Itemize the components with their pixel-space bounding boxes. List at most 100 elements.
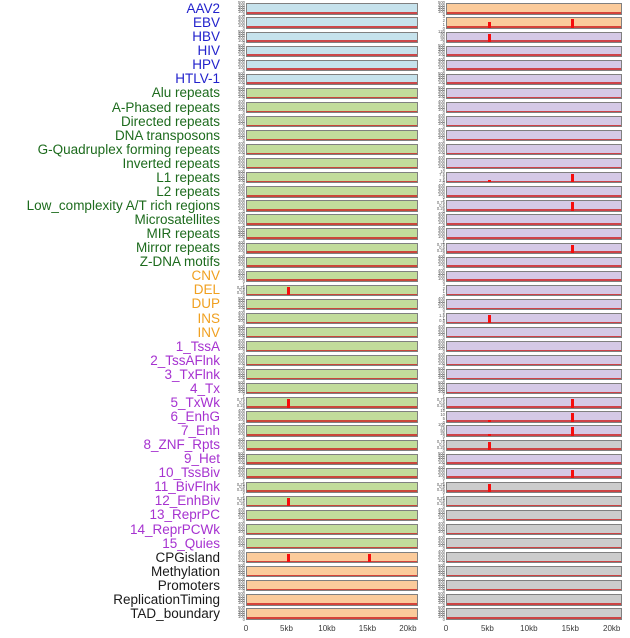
y-tick-label: 400	[238, 140, 245, 146]
track-left-l2-repeats[interactable]	[246, 186, 418, 198]
track-left-hiv[interactable]	[246, 45, 418, 57]
track-right-replicationtiming[interactable]	[446, 594, 622, 606]
track-right-7-enh[interactable]	[446, 425, 622, 437]
track-left-z-dna-motifs[interactable]	[246, 256, 418, 268]
track-left-microsatellites[interactable]	[246, 214, 418, 226]
track-left-ins[interactable]	[246, 312, 418, 325]
track-left-methylation[interactable]	[246, 566, 418, 578]
track-left-promoters[interactable]	[246, 580, 418, 592]
track-right-tad-boundary[interactable]	[446, 608, 622, 620]
track-plot-area	[247, 61, 417, 70]
track-left-a-phased-repeats[interactable]	[246, 101, 418, 114]
track-right-9-het[interactable]	[446, 453, 622, 465]
track-right-ins[interactable]	[446, 312, 622, 325]
track-right-z-dna-motifs[interactable]	[446, 256, 622, 268]
track-right-2-tssaflnk[interactable]	[446, 355, 622, 367]
track-left-del[interactable]	[246, 284, 418, 297]
track-left-cnv[interactable]	[246, 270, 418, 282]
track-right-3-txflnk[interactable]	[446, 369, 622, 381]
track-right-g-quadruplex-forming-repeats[interactable]	[446, 144, 622, 156]
track-right-14-reprpcwk[interactable]	[446, 523, 622, 536]
track-left-hbv[interactable]	[246, 31, 418, 43]
track-right-ebv[interactable]	[446, 17, 622, 29]
track-right-directed-repeats[interactable]	[446, 115, 622, 128]
track-left-mirror-repeats[interactable]	[246, 242, 418, 254]
track-right-del[interactable]	[446, 284, 622, 297]
track-left-12-enhbiv[interactable]	[246, 495, 418, 508]
track-right-methylation[interactable]	[446, 566, 622, 578]
track-right-dup[interactable]	[446, 298, 622, 311]
y-tick-label: 400	[238, 227, 245, 233]
track-right-hbv[interactable]	[446, 31, 622, 43]
track-left-14-reprpcwk[interactable]	[246, 523, 418, 536]
track-right-8-znf-rpts[interactable]	[446, 439, 622, 451]
track-right-mir-repeats[interactable]	[446, 228, 622, 240]
track-left-cpgisland[interactable]	[246, 552, 418, 564]
track-baseline	[247, 490, 417, 492]
track-left-13-reprpc[interactable]	[246, 509, 418, 522]
track-left-low-complexity-a-t-rich-regions[interactable]	[246, 200, 418, 212]
track-left-1-tssa[interactable]	[246, 341, 418, 353]
track-right-l2-repeats[interactable]	[446, 186, 622, 198]
data-spike	[488, 314, 492, 324]
track-right-aav2[interactable]	[446, 3, 622, 15]
y-tick-label: 300	[238, 143, 245, 149]
track-right-dna-transposons[interactable]	[446, 130, 622, 142]
track-left-dna-transposons[interactable]	[246, 130, 418, 142]
track-left-8-znf-rpts[interactable]	[246, 439, 418, 451]
track-left-ebv[interactable]	[246, 17, 418, 29]
track-left-htlv-1[interactable]	[246, 73, 418, 85]
track-left-replicationtiming[interactable]	[246, 594, 418, 606]
track-left-15-quies[interactable]	[246, 537, 418, 550]
track-left-7-enh[interactable]	[246, 425, 418, 437]
track-right-12-enhbiv[interactable]	[446, 495, 622, 508]
track-left-4-tx[interactable]	[246, 383, 418, 395]
y-tick-label: 5	[442, 415, 445, 421]
track-left-directed-repeats[interactable]	[246, 115, 418, 128]
track-left-10-tssbiv[interactable]	[246, 467, 418, 479]
track-left-hpv[interactable]	[246, 59, 418, 71]
track-right-6-enhg[interactable]	[446, 411, 622, 423]
y-tick-label: 400	[438, 337, 445, 343]
track-right-10-tssbiv[interactable]	[446, 467, 622, 479]
track-left-g-quadruplex-forming-repeats[interactable]	[246, 144, 418, 156]
track-left-inverted-repeats[interactable]	[246, 158, 418, 170]
y-axis-right-10-tssbiv: 0 100 200 300 400	[426, 465, 445, 481]
track-right-alu-repeats[interactable]	[446, 87, 622, 100]
track-left-2-tssaflnk[interactable]	[246, 355, 418, 367]
track-left-dup[interactable]	[246, 298, 418, 311]
y-tick-label: 300	[238, 270, 245, 276]
track-right-15-quies[interactable]	[446, 537, 622, 550]
track-right-l1-repeats[interactable]	[446, 172, 622, 184]
track-left-alu-repeats[interactable]	[246, 87, 418, 100]
track-left-inv[interactable]	[246, 326, 418, 339]
track-left-6-enhg[interactable]	[246, 411, 418, 423]
track-right-inv[interactable]	[446, 326, 622, 339]
track-right-4-tx[interactable]	[446, 383, 622, 395]
track-right-5-txwk[interactable]	[446, 397, 622, 409]
track-left-tad-boundary[interactable]	[246, 608, 418, 620]
track-right-hiv[interactable]	[446, 45, 622, 57]
track-right-promoters[interactable]	[446, 580, 622, 592]
track-right-microsatellites[interactable]	[446, 214, 622, 226]
track-right-cpgisland[interactable]	[446, 552, 622, 564]
y-tick-label: 300	[438, 89, 445, 95]
track-right-13-reprpc[interactable]	[446, 509, 622, 522]
track-right-mirror-repeats[interactable]	[446, 242, 622, 254]
track-left-11-bivflnk[interactable]	[246, 481, 418, 493]
track-left-5-txwk[interactable]	[246, 397, 418, 409]
track-right-low-complexity-a-t-rich-regions[interactable]	[446, 200, 622, 212]
track-left-aav2[interactable]	[246, 3, 418, 15]
track-right-hpv[interactable]	[446, 59, 622, 71]
track-right-inverted-repeats[interactable]	[446, 158, 622, 170]
track-left-3-txflnk[interactable]	[246, 369, 418, 381]
track-left-mir-repeats[interactable]	[246, 228, 418, 240]
track-right-a-phased-repeats[interactable]	[446, 101, 622, 114]
track-right-cnv[interactable]	[446, 270, 622, 282]
track-right-htlv-1[interactable]	[446, 73, 622, 85]
track-left-l1-repeats[interactable]	[246, 172, 418, 184]
y-tick-label: 200	[238, 386, 245, 392]
track-right-1-tssa[interactable]	[446, 341, 622, 353]
track-right-11-bivflnk[interactable]	[446, 481, 622, 493]
track-left-9-het[interactable]	[246, 453, 418, 465]
